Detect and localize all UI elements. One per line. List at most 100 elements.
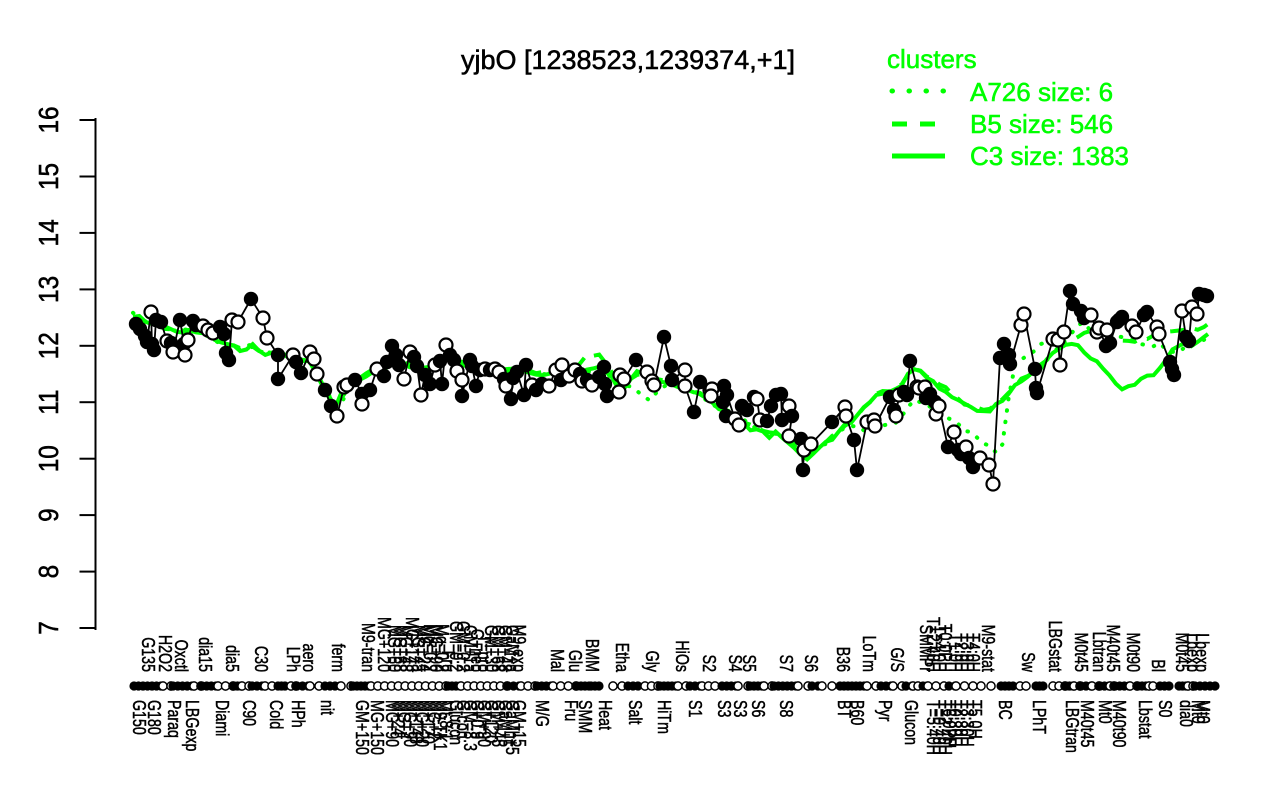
svg-text:M40t45: M40t45 (1102, 625, 1122, 672)
svg-text:Heat: Heat (594, 700, 614, 730)
svg-text:LBGexp: LBGexp (181, 700, 201, 751)
svg-text:S6: S6 (747, 700, 767, 717)
svg-text:GM=0.2: GM=0.2 (445, 621, 465, 672)
svg-text:15: 15 (32, 163, 64, 190)
svg-text:BMM: BMM (581, 639, 601, 672)
svg-text:S0: S0 (1154, 700, 1174, 717)
svg-text:T0:0PH: T0:0PH (934, 624, 954, 672)
svg-text:13: 13 (32, 276, 64, 303)
svg-text:Glucon: Glucon (900, 700, 920, 745)
svg-text:T4:0H: T4:0H (962, 633, 982, 672)
svg-text:T=2.40H: T=2.40H (934, 700, 954, 755)
svg-text:S2: S2 (698, 655, 718, 672)
svg-text:GM+150: GM+150 (351, 700, 371, 755)
svg-text:ferm: ferm (327, 644, 347, 672)
svg-text:G-con: G-con (452, 700, 472, 739)
svg-text:Mt0: Mt0 (1094, 700, 1114, 724)
svg-text:S7: S7 (775, 655, 795, 672)
svg-text:M+148: M+148 (405, 700, 425, 744)
svg-text:G180: G180 (143, 700, 163, 735)
svg-text:G150: G150 (128, 700, 148, 735)
svg-text:Mg=0.2: Mg=0.2 (431, 624, 451, 672)
svg-text:Bl: Bl (1147, 659, 1167, 672)
svg-text:G+0.9: G+0.9 (466, 700, 486, 739)
svg-text:S3: S3 (729, 700, 749, 717)
svg-text:Mt-8:1: Mt-8:1 (435, 700, 455, 740)
svg-text:MG+150: MG+150 (366, 700, 386, 755)
svg-text:G/S: G/S (886, 647, 906, 672)
svg-text:Fru: Fru (437, 651, 457, 672)
svg-text:G+120: G+120 (480, 700, 500, 743)
svg-text:MG+143: MG+143 (401, 617, 421, 672)
svg-text:yjbO [1238523,1239374,+1]: yjbO [1238523,1239374,+1] (461, 45, 795, 75)
svg-text:Glucon: Glucon (445, 700, 465, 745)
svg-text:GM=0.2: GM=0.2 (452, 621, 472, 672)
svg-text:M+120: M+120 (417, 700, 437, 744)
svg-text:M40t90: M40t90 (1108, 700, 1128, 747)
svg-text:Etha: Etha (611, 643, 631, 673)
svg-text:SMMPr: SMMPr (915, 625, 935, 673)
svg-text:B60: B60 (846, 700, 866, 725)
svg-text:M0t90: M0t90 (1122, 632, 1142, 672)
svg-text:Gly: Gly (641, 651, 661, 673)
svg-text:GM+15: GM+15 (508, 700, 528, 747)
svg-text:T2:0H: T2:0H (950, 633, 970, 672)
svg-text:12: 12 (32, 332, 64, 359)
svg-text:LoTm: LoTm (858, 636, 878, 672)
svg-text:GM=8.3: GM=8.3 (459, 700, 479, 751)
svg-text:T=0.40H: T=0.40H (928, 700, 948, 755)
svg-text:MG+68: MG+68 (389, 625, 409, 672)
svg-text:T6:0PH: T6:0PH (938, 700, 958, 748)
svg-text:MG+4: MG+4 (393, 700, 413, 739)
svg-text:G+neo: G+neo (466, 629, 486, 672)
svg-text:T3:0H: T3:0H (956, 633, 976, 672)
svg-text:Salt: Salt (624, 700, 644, 725)
svg-text:LPh: LPh (282, 647, 302, 672)
svg-text:Sw: Sw (1017, 652, 1037, 672)
svg-text:GaM+5: GaM+5 (494, 700, 514, 747)
svg-text:Paraq: Paraq (163, 700, 183, 738)
svg-text:Mal: Mal (546, 649, 566, 672)
svg-text:T0:30H: T0:30H (944, 700, 964, 747)
svg-text:M9-tran: M9-tran (357, 623, 377, 672)
svg-text:S1: S1 (684, 700, 704, 717)
svg-text:GM+45: GM+45 (487, 700, 507, 747)
svg-text:Glu: Glu (564, 650, 584, 672)
svg-text:GaMh+5: GaMh+5 (501, 700, 521, 755)
svg-text:Pyr: Pyr (874, 700, 894, 722)
svg-text:HiTm: HiTm (653, 700, 673, 734)
svg-text:HiOs: HiOs (671, 640, 691, 672)
svg-text:M0t45: M0t45 (1171, 632, 1191, 672)
svg-text:C90: C90 (238, 700, 258, 726)
svg-text:9: 9 (32, 508, 64, 522)
svg-text:BT: BT (833, 700, 853, 718)
svg-text:Oxctl: Oxctl (170, 640, 190, 672)
svg-text:M9-TK1: M9-TK1 (429, 700, 449, 751)
svg-text:T5.0H: T5.0H (964, 700, 984, 739)
svg-text:Mt0: Mt0 (1187, 700, 1207, 724)
svg-text:GaM+a: GaM+a (501, 625, 521, 673)
svg-text:dia0: dia0 (1175, 700, 1195, 727)
svg-text:T1:0H: T1:0H (944, 633, 964, 672)
svg-text:clusters: clusters (887, 44, 977, 74)
svg-text:C30: C30 (250, 646, 270, 672)
svg-text:14: 14 (32, 219, 64, 246)
svg-text:nit: nit (316, 700, 336, 715)
svg-text:dia5: dia5 (221, 645, 241, 672)
svg-text:Lbtran: Lbtran (1088, 632, 1108, 672)
svg-text:7: 7 (32, 621, 64, 635)
svg-text:M40t45: M40t45 (1076, 700, 1096, 747)
svg-text:T=5.40H: T=5.40H (922, 700, 942, 755)
svg-text:S4: S4 (724, 655, 744, 672)
svg-text:MG+48: MG+48 (395, 625, 415, 672)
svg-text:S3: S3 (713, 700, 733, 717)
svg-text:Lbstat: Lbstat (1134, 700, 1154, 739)
svg-text:S8: S8 (775, 700, 795, 717)
svg-text:SMM: SMM (574, 700, 594, 733)
svg-text:GM+48: GM+48 (494, 625, 514, 672)
svg-text:C3 size: 1383: C3 size: 1383 (970, 141, 1129, 171)
svg-text:Fru: Fru (560, 700, 580, 721)
svg-text:Mt0: Mt0 (1192, 700, 1212, 724)
svg-text:T3:30H: T3:30H (956, 700, 976, 747)
svg-text:B36: B36 (832, 647, 852, 672)
